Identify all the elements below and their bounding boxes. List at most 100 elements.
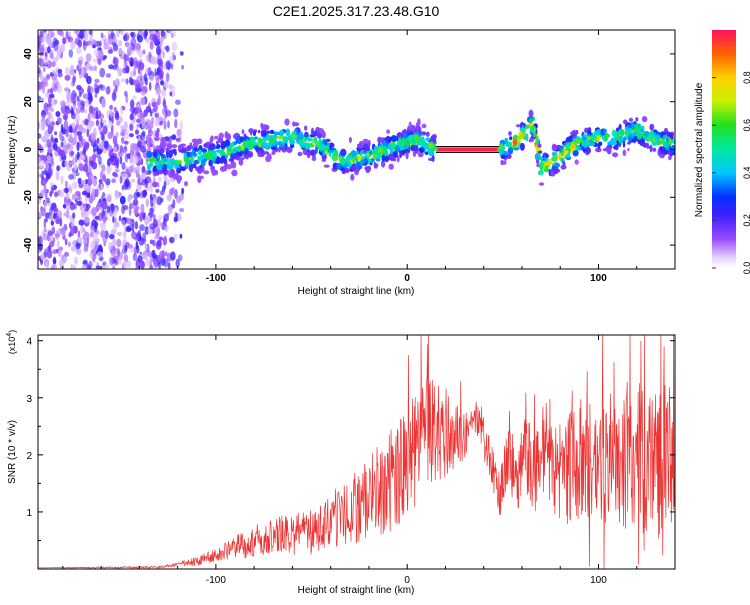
spectrogram-cell (668, 155, 672, 161)
spectrogram-y-tick-label: 20 (23, 96, 34, 108)
spectrogram-cell (124, 178, 130, 188)
spectrogram-cell (78, 134, 83, 142)
spectrogram-cell (636, 132, 643, 140)
spectrogram-cell (144, 30, 149, 37)
spectrogram-cell (149, 207, 154, 216)
spectrogram-cell (368, 139, 371, 147)
spectrogram-cell (155, 131, 160, 137)
spectrogram-cell (181, 64, 184, 70)
spectrogram-cell (122, 146, 128, 153)
spectrogram-cell (278, 146, 281, 153)
spectrogram-cell (359, 150, 363, 157)
spectrogram-cell (139, 212, 144, 222)
spectrogram-cell (227, 133, 231, 141)
spectrogram-cell (100, 170, 104, 180)
spectrogram-cell (149, 143, 153, 148)
spectrogram-cell (604, 133, 607, 141)
spectrogram-cell (38, 36, 41, 42)
spectrogram-cell (39, 30, 44, 38)
spectrogram-cell (141, 254, 148, 260)
spectrogram-cell (174, 189, 178, 200)
spectrogram-cell (143, 109, 148, 117)
spectrogram-cell (96, 251, 103, 258)
spectrogram-cell (94, 241, 99, 250)
spectrogram-cell (70, 64, 75, 73)
colorbar-tick-label: 0.6 (742, 119, 750, 132)
spectrogram-cell (101, 200, 108, 210)
spectrogram-cell (83, 204, 87, 210)
spectrogram-cell (55, 111, 61, 117)
spectrogram-cell (646, 142, 649, 149)
spectrogram-cell (83, 39, 86, 46)
spectrogram-cell (640, 125, 645, 131)
spectrogram-cell (43, 185, 47, 194)
spectrogram-cell (203, 158, 207, 162)
spectrogram-cell (330, 143, 335, 148)
spectrogram-cell (346, 160, 350, 164)
spectrogram-cell (50, 32, 55, 38)
spectrogram-cell (120, 30, 124, 36)
spectrogram-y-tick-label: 40 (23, 48, 34, 60)
snr-x-tick-label: 0 (404, 575, 410, 586)
spectrogram-cell (86, 128, 90, 138)
spectrogram-cell (93, 49, 100, 57)
spectrogram-cell (255, 145, 259, 151)
spectrogram-cell (64, 238, 68, 246)
spectrogram-cell (48, 96, 52, 105)
spectrogram-cell (564, 150, 569, 154)
spectrogram-cell (145, 198, 149, 208)
spectrogram-cell (70, 150, 75, 156)
spectrogram-cell (107, 131, 113, 140)
spectrogram-cell (633, 135, 638, 142)
spectrogram-cell (179, 51, 184, 56)
spectrogram-cell (100, 183, 104, 190)
spectrogram-cell (516, 124, 521, 128)
spectrogram-cell (40, 122, 46, 131)
spectrogram-cell (87, 40, 92, 46)
spectrogram-cell (336, 162, 342, 170)
spectrogram-cell (662, 134, 668, 140)
spectrogram-cell (123, 260, 127, 269)
spectrogram-cell (635, 117, 639, 122)
spectrogram-cell (98, 244, 103, 252)
spectrogram-cell (582, 136, 587, 141)
spectrogram-cell (172, 189, 176, 198)
spectrogram-cell (292, 131, 297, 135)
spectrogram-cell (622, 149, 627, 157)
spectrogram-cell (374, 164, 378, 169)
spectrogram-cell (137, 30, 143, 37)
spectrogram-cell (122, 243, 125, 253)
spectrogram-cell (537, 143, 542, 148)
spectrogram-cell (343, 158, 347, 163)
spectrogram-y-label: Frequency (Hz) (7, 116, 18, 185)
spectrogram-cell (101, 97, 106, 108)
spectrogram-cell (257, 150, 263, 158)
spectrogram-cell (50, 220, 54, 226)
spectrogram-cell (513, 147, 519, 151)
spectrogram-cell (372, 154, 377, 160)
spectrogram-cell (73, 30, 77, 34)
spectrogram-cell (38, 192, 43, 201)
spectrogram-cell (209, 136, 213, 144)
spectrogram-cell (247, 151, 254, 158)
spectrogram-cell (304, 131, 309, 138)
spectrogram-cell (57, 84, 62, 93)
spectrogram-cell (167, 120, 170, 129)
spectrogram-cell (214, 135, 219, 140)
spectrogram-cell (132, 253, 138, 261)
spectrogram-cell (157, 58, 164, 67)
spectrogram-cell (80, 100, 86, 107)
spectrogram-cell (354, 168, 359, 176)
spectrogram-cell (78, 163, 84, 171)
spectrogram-cell (305, 142, 311, 150)
spectrogram-cell (159, 190, 164, 196)
spectrogram-cell (149, 239, 154, 245)
spectrogram-cell (158, 214, 163, 222)
spectrogram-cell (416, 142, 420, 146)
spectrogram-cell (627, 133, 633, 142)
spectrogram-cell (45, 262, 49, 268)
spectrogram-cell (78, 156, 82, 165)
spectrogram-cell (386, 129, 390, 134)
spectrogram-cell (154, 113, 159, 118)
spectrogram-cell (91, 161, 98, 170)
